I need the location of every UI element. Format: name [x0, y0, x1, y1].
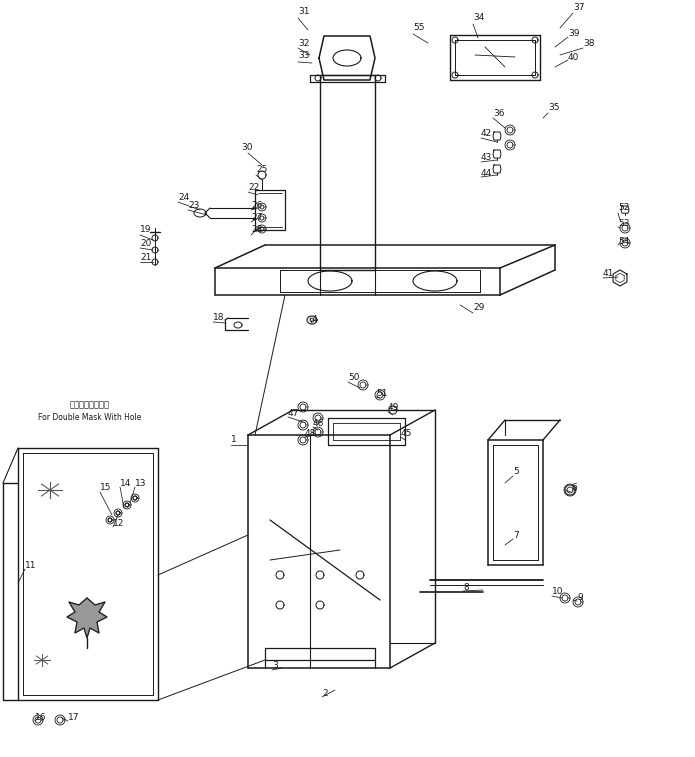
Text: 20: 20 — [140, 238, 152, 248]
Text: 6: 6 — [571, 484, 577, 493]
Text: 13: 13 — [135, 478, 147, 488]
Text: 50: 50 — [348, 373, 359, 382]
Polygon shape — [67, 598, 107, 638]
Text: 24: 24 — [178, 192, 189, 201]
Text: 3: 3 — [272, 662, 278, 671]
Text: 2: 2 — [322, 689, 327, 697]
Text: 26: 26 — [251, 201, 263, 210]
Text: 7: 7 — [513, 531, 518, 540]
Text: 18: 18 — [213, 313, 224, 322]
Text: 21: 21 — [140, 253, 152, 261]
Text: 37: 37 — [573, 4, 584, 13]
Text: 17: 17 — [68, 712, 79, 721]
Text: 49: 49 — [388, 403, 400, 413]
Text: 46: 46 — [313, 419, 325, 428]
Text: 5: 5 — [513, 468, 518, 476]
Text: 19: 19 — [140, 226, 152, 235]
Text: 52: 52 — [618, 204, 630, 213]
Text: 9: 9 — [577, 593, 582, 602]
Text: 48: 48 — [305, 428, 316, 438]
Text: 43: 43 — [481, 154, 492, 163]
Text: 39: 39 — [568, 29, 580, 38]
Text: 47: 47 — [288, 409, 300, 418]
Text: 41: 41 — [603, 269, 614, 278]
Text: 22: 22 — [248, 183, 259, 192]
Text: 14: 14 — [120, 478, 131, 488]
Text: 4: 4 — [312, 316, 318, 325]
Text: 55: 55 — [413, 23, 425, 33]
Text: 16: 16 — [35, 712, 47, 721]
Text: 11: 11 — [25, 560, 37, 569]
Text: 42: 42 — [481, 129, 492, 138]
Text: 45: 45 — [401, 428, 412, 438]
Text: 23: 23 — [188, 201, 199, 210]
Text: 40: 40 — [568, 52, 580, 61]
Text: 34: 34 — [473, 14, 484, 23]
Text: 54: 54 — [618, 236, 630, 245]
Text: 33: 33 — [298, 51, 309, 61]
Text: 53: 53 — [618, 219, 630, 228]
Text: 31: 31 — [298, 8, 309, 17]
Text: 32: 32 — [298, 39, 309, 48]
Text: 44: 44 — [481, 169, 492, 177]
Text: 1: 1 — [231, 435, 237, 444]
Text: 15: 15 — [100, 484, 111, 493]
Text: 28: 28 — [251, 226, 263, 235]
Text: 29: 29 — [473, 304, 484, 313]
Text: 36: 36 — [493, 108, 505, 117]
Text: For Double Mask With Hole: For Double Mask With Hole — [38, 413, 142, 422]
Text: 51: 51 — [376, 388, 388, 397]
Text: 25: 25 — [256, 166, 268, 175]
Text: 8: 8 — [463, 582, 468, 591]
Text: 30: 30 — [241, 144, 252, 152]
Text: 穴付二層マスク用: 穴付二層マスク用 — [70, 400, 110, 410]
Text: 38: 38 — [583, 39, 594, 48]
Text: 35: 35 — [548, 104, 559, 113]
Text: 12: 12 — [113, 519, 124, 528]
Text: 10: 10 — [552, 587, 564, 597]
Text: 27: 27 — [251, 213, 263, 222]
